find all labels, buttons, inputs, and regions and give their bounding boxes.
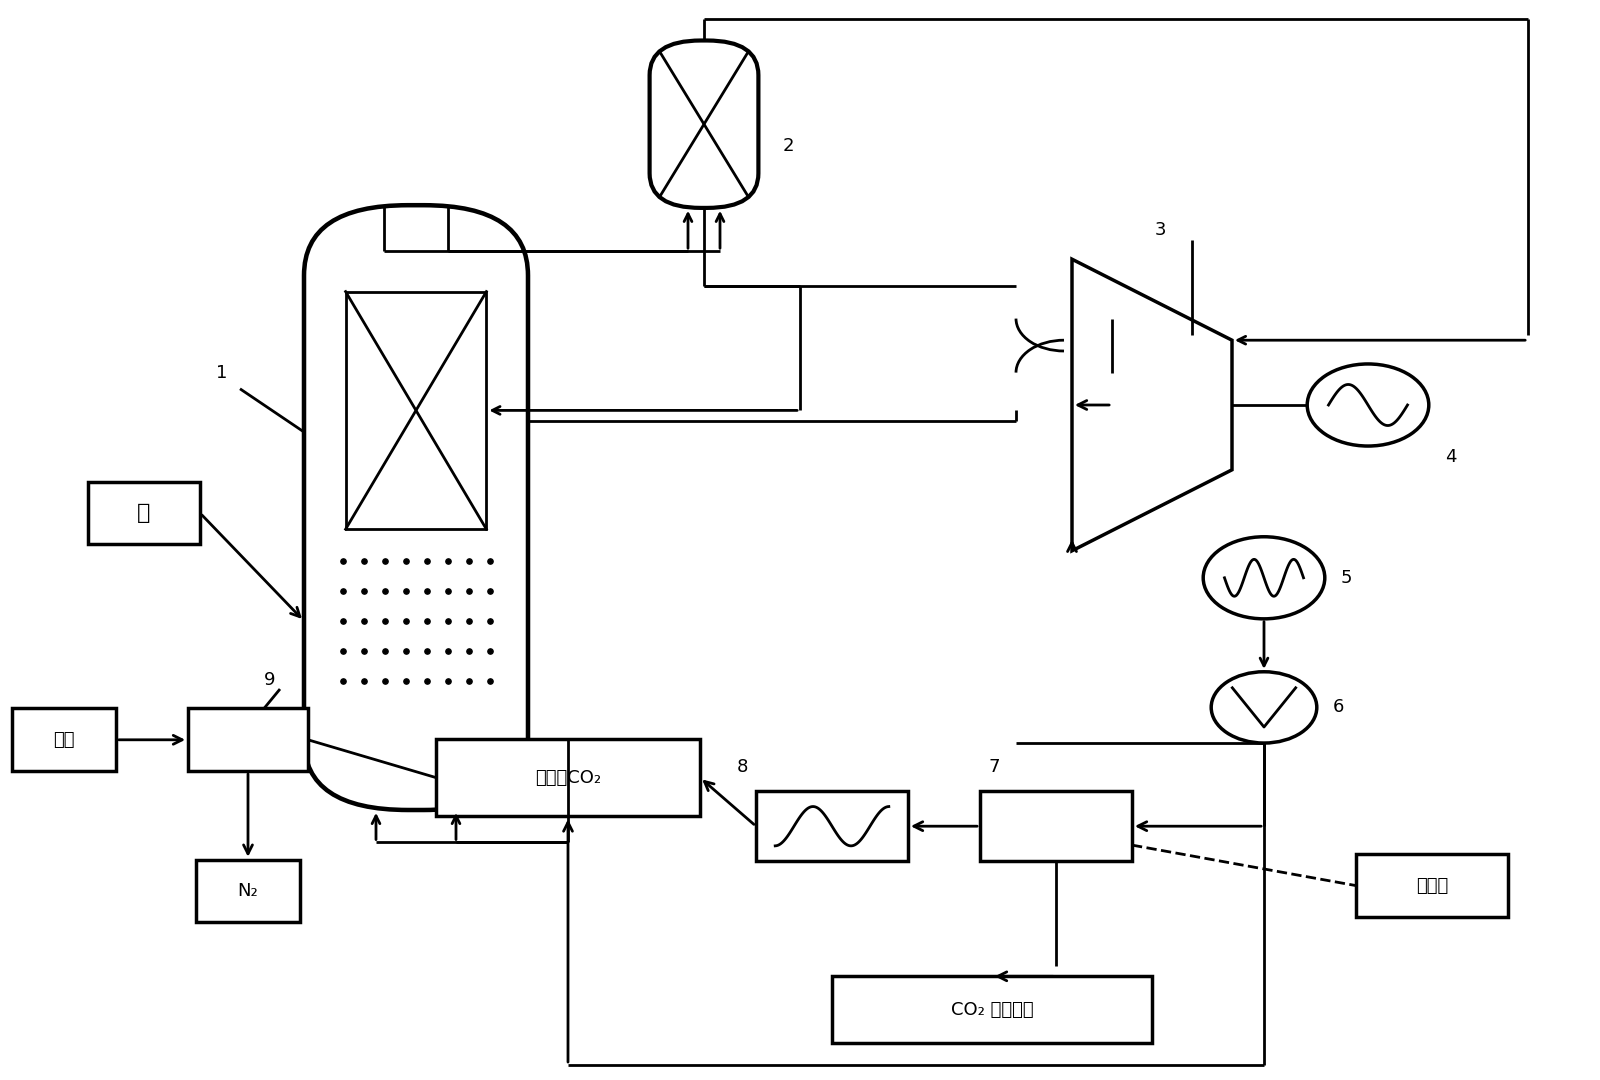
Bar [195, 860, 301, 922]
Text: 4: 4 [1445, 448, 1456, 467]
Text: 9: 9 [264, 671, 275, 689]
Text: 空气: 空气 [53, 731, 75, 748]
Circle shape [1307, 364, 1429, 446]
Text: 3: 3 [1154, 221, 1166, 240]
Bar [1357, 854, 1507, 917]
Text: 7: 7 [989, 758, 1000, 775]
Text: N₂: N₂ [238, 882, 258, 900]
Bar [88, 482, 200, 544]
Bar [979, 791, 1133, 862]
Bar [346, 292, 486, 529]
Text: 5: 5 [1341, 569, 1352, 586]
Bar [435, 739, 701, 816]
Text: 1: 1 [216, 364, 227, 382]
Text: CO₂ 压缩液化: CO₂ 压缩液化 [950, 1001, 1034, 1018]
Bar [189, 708, 307, 771]
Text: 2: 2 [782, 137, 794, 156]
Bar [13, 708, 115, 771]
Text: 8: 8 [736, 758, 749, 775]
Bar [832, 976, 1152, 1043]
Circle shape [1211, 672, 1317, 743]
Text: 6: 6 [1333, 699, 1344, 716]
Text: 冷凝水: 冷凝水 [1416, 877, 1448, 894]
FancyBboxPatch shape [304, 205, 528, 810]
Polygon shape [1072, 259, 1232, 551]
Text: 煎: 煎 [138, 503, 150, 523]
Text: 再循环CO₂: 再循环CO₂ [534, 769, 602, 786]
Bar [757, 791, 909, 862]
FancyBboxPatch shape [650, 40, 758, 207]
Circle shape [1203, 537, 1325, 619]
